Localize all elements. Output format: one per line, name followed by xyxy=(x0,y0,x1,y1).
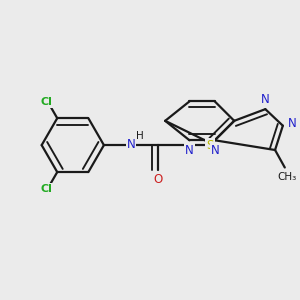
Text: N: N xyxy=(288,117,297,130)
Text: N: N xyxy=(185,143,194,157)
Text: N: N xyxy=(212,143,220,157)
Text: N: N xyxy=(261,93,270,106)
Text: Cl: Cl xyxy=(40,97,52,107)
Text: H: H xyxy=(136,131,144,141)
Text: CH₃: CH₃ xyxy=(277,172,296,182)
Text: N: N xyxy=(127,138,136,151)
Text: O: O xyxy=(154,173,163,186)
Text: Cl: Cl xyxy=(40,184,52,194)
Text: S: S xyxy=(206,139,214,152)
